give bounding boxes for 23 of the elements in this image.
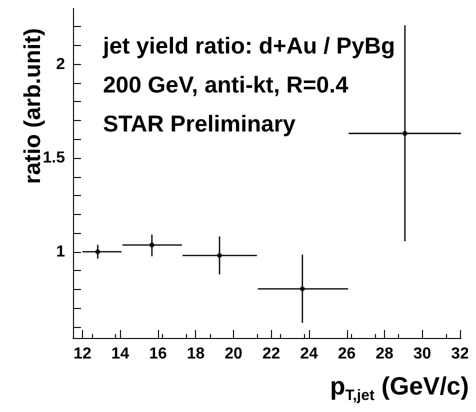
point (149, 242, 154, 248)
point (300, 286, 305, 292)
point (402, 130, 408, 136)
y-tick-label: 2 (56, 56, 66, 73)
annotation: STAR Preliminary (103, 110, 296, 136)
x-tick-label: 28 (376, 346, 394, 362)
point (95, 249, 100, 254)
y-tick-label: 1.5 (42, 150, 66, 166)
y-axis-title: ratio (arb.unit) (19, 28, 45, 184)
x-tick-label: 30 (413, 346, 432, 362)
x-tick-label: 14 (111, 346, 130, 362)
x-tick-label: 18 (186, 346, 205, 362)
x-tick-label: 24 (300, 346, 318, 362)
point (217, 253, 222, 258)
x-tick-label: 20 (224, 346, 242, 362)
annotation: jet yield ratio: d+Au / PyBg (102, 32, 396, 58)
annotation: 200 GeV, anti-kt, R=0.4 (103, 72, 348, 98)
x-tick-label: 22 (262, 346, 280, 362)
x-tick-label: 26 (338, 346, 356, 362)
x-tick-label: 32 (451, 346, 470, 362)
x-tick-label: 16 (149, 346, 167, 362)
x-tick-label: 12 (74, 346, 92, 362)
y-tick-label: 1 (56, 243, 66, 260)
